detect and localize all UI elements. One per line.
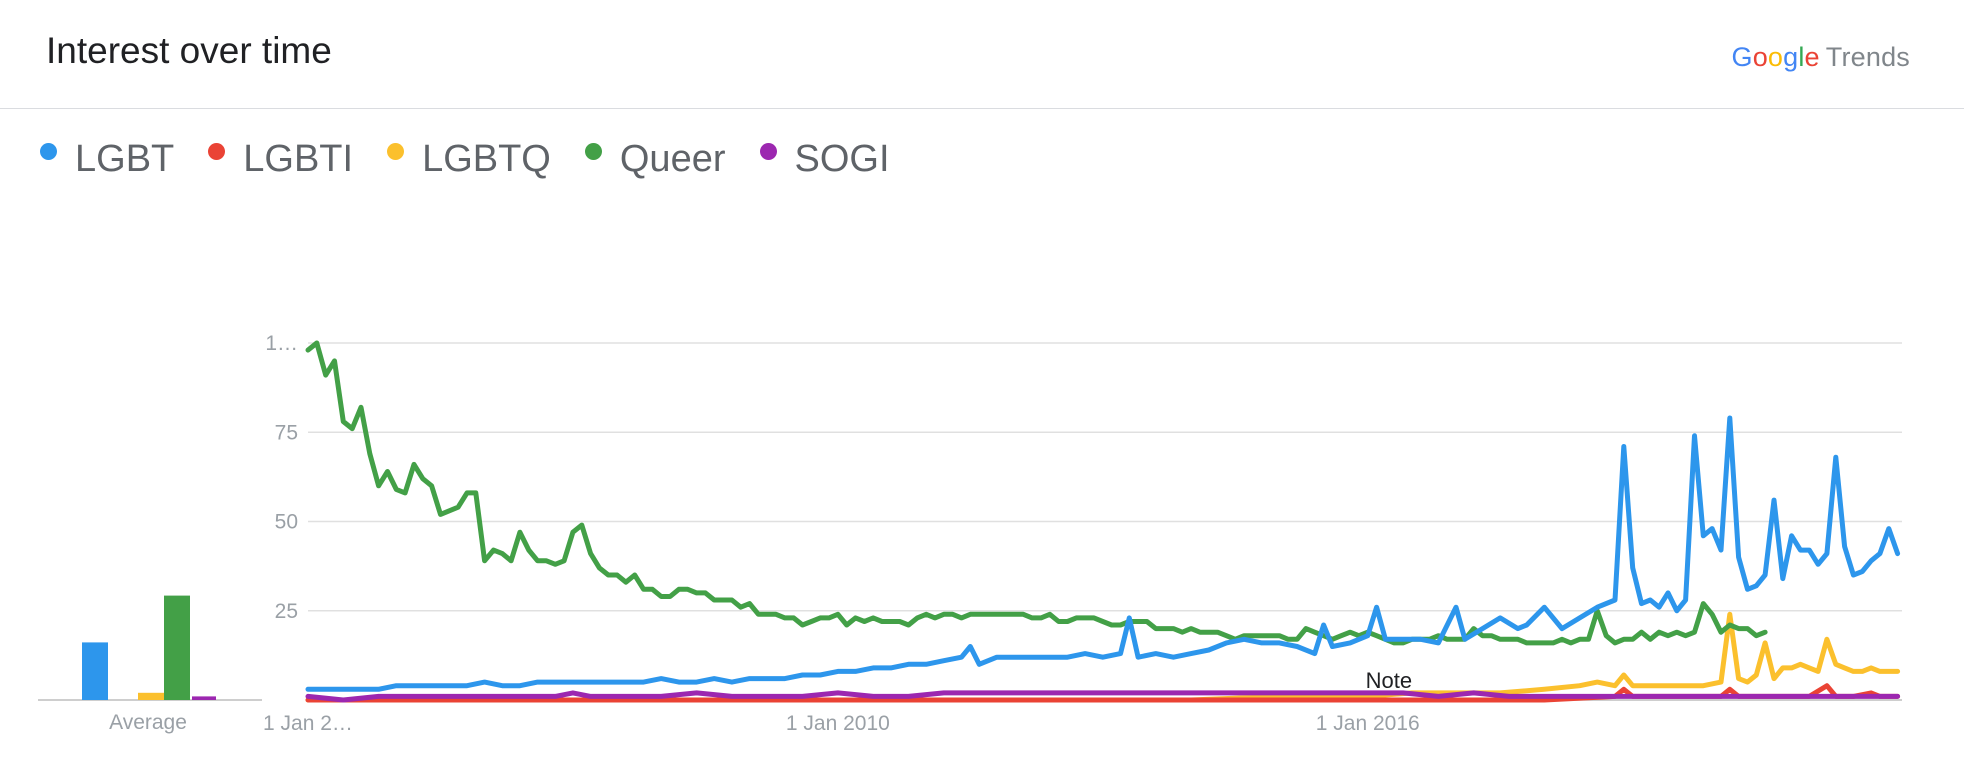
brand-letter: e <box>1804 42 1820 72</box>
average-bar-queer <box>164 595 190 700</box>
legend-dot-icon <box>759 143 777 160</box>
y-tick-label: 1… <box>265 332 298 355</box>
series-line-sogi <box>305 690 1901 703</box>
x-tick-label: 1 Jan 2016 <box>1316 712 1420 735</box>
legend-label: Queer <box>619 138 726 180</box>
legend-dot-icon <box>40 143 57 160</box>
y-tick-label: 75 <box>275 421 298 444</box>
legend-item-lgbt[interactable]: LGBT <box>40 138 174 181</box>
legend-item-lgbti[interactable]: LGBTI <box>208 138 353 181</box>
average-bar-lgbtq <box>138 692 164 700</box>
header-bar: Interest over time Google Trends <box>0 0 1964 109</box>
chart-title: Interest over time <box>46 30 332 71</box>
legend-label: LGBTQ <box>422 138 551 180</box>
note-annotation: Note <box>1366 668 1412 693</box>
legend-label: LGBTI <box>243 138 354 180</box>
brand-letter: o <box>1767 42 1784 72</box>
average-bar-sogi <box>192 696 216 700</box>
legend-item-lgbtq[interactable]: LGBTQ <box>387 138 551 181</box>
y-tick-label: 25 <box>275 600 298 623</box>
series-line-queer <box>305 340 1768 646</box>
legend-dot-icon <box>387 143 405 160</box>
brand-letter: l <box>1798 42 1805 72</box>
average-bar-lgbt <box>82 642 108 700</box>
chart-legend: LGBT LGBTI LGBTQ Queer SOGI <box>40 138 924 181</box>
brand-letter: G <box>1731 42 1753 72</box>
x-tick-label: 1 Jan 2… <box>263 712 353 735</box>
legend-label: SOGI <box>794 138 890 180</box>
series-line-lgbt <box>305 415 1901 692</box>
legend-item-sogi[interactable]: SOGI <box>759 138 890 181</box>
legend-label: LGBT <box>75 138 175 180</box>
legend-dot-icon <box>208 143 226 160</box>
google-trends-logo: Google Trends <box>1731 42 1910 73</box>
legend-dot-icon <box>584 143 602 160</box>
brand-trends-text: Trends <box>1825 42 1910 72</box>
series-line-lgbtq <box>305 611 1901 703</box>
x-tick-label: 1 Jan 2010 <box>786 712 890 735</box>
brand-letter: g <box>1783 42 1799 72</box>
legend-item-queer[interactable]: Queer <box>584 138 726 181</box>
brand-letter: o <box>1752 42 1768 72</box>
average-label: Average <box>109 711 187 734</box>
y-tick-label: 50 <box>275 511 298 534</box>
